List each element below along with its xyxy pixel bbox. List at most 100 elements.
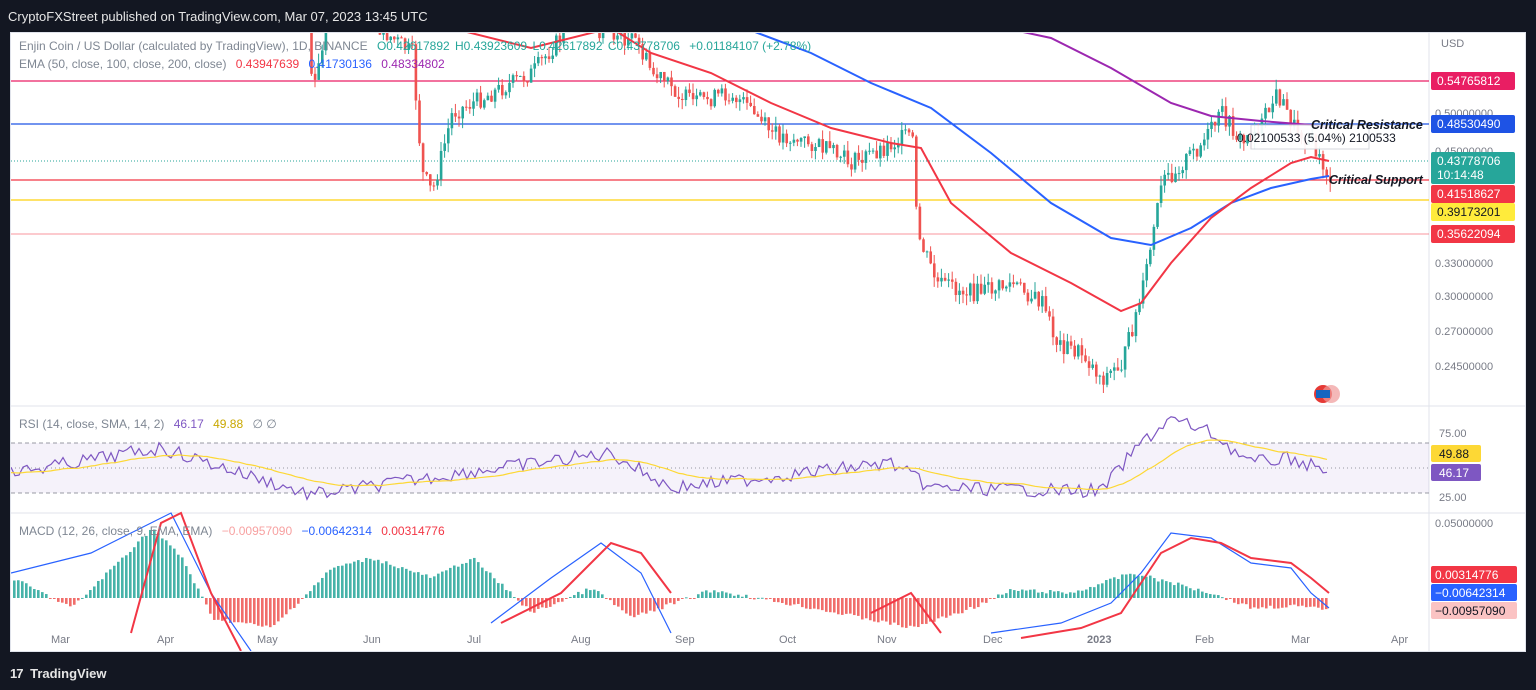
candle-body [1044, 296, 1048, 312]
macd-hist-bar [873, 598, 876, 622]
time-axis-label: Feb [1195, 634, 1214, 646]
chart-svg[interactable]: 0.02100533 (5.04%) 2100533 Critical Resi… [10, 22, 1525, 652]
candle-body [882, 145, 886, 156]
macd-hist-bar [609, 598, 612, 601]
macd-badge [1431, 602, 1517, 619]
candle-body [612, 33, 616, 40]
macd-hist-bar [1089, 586, 1092, 598]
candle-body [634, 33, 637, 38]
rsi-scale: 75.00 25.00 49.88 46.17 [1431, 428, 1481, 504]
macd-hist-bar [385, 561, 388, 598]
candle-body [1062, 340, 1066, 355]
candle-body [389, 36, 392, 41]
candle-body [713, 89, 716, 107]
macd-hist-bar [521, 598, 524, 606]
macd-hist-bar [525, 598, 528, 607]
macd-hist-bar [913, 598, 916, 627]
macd-hist-bar [301, 598, 304, 599]
candle-body [641, 43, 644, 60]
macd-hist-bar [945, 598, 948, 618]
macd-hist-bar [473, 557, 476, 598]
macd-hist-bar [13, 580, 16, 598]
macd-hist-bar [413, 572, 416, 598]
candle-body [972, 283, 976, 302]
candle-body [954, 281, 958, 296]
price-badges: 0.54765812 0.48530490 0.43778706 0.41518627… [1431, 72, 1515, 243]
macd-hist-bar [1229, 598, 1232, 599]
candle-body [1271, 103, 1274, 113]
macd-hist-bar [881, 598, 884, 621]
macd-hist-bar [1101, 583, 1104, 598]
macd-hist-bar [357, 560, 360, 598]
candle-body [961, 290, 965, 295]
macd-hist-bar [1293, 598, 1296, 605]
macd-hist-bar [977, 598, 980, 608]
macd-hist-bar [1073, 592, 1076, 598]
candle-body [418, 100, 421, 144]
candle-body [486, 95, 490, 101]
macd-hist-bar [489, 572, 492, 598]
legend-rsi-label: RSI (14, close, SMA, 14, 2) [19, 417, 165, 431]
macd-hist-bar [513, 597, 516, 599]
macd-hist-bar [73, 598, 76, 605]
macd-hist-bar [1257, 598, 1260, 609]
candle-body [767, 117, 770, 131]
macd-hist-bar [365, 557, 368, 598]
macd-hist-bar [717, 592, 720, 598]
tradingview-logo[interactable]: 17 TradingView [10, 666, 106, 681]
macd-hist-bar [625, 598, 628, 614]
macd-hist-bar [677, 598, 680, 601]
macd-hist-bar [1065, 593, 1068, 598]
macd-hist-bar [765, 598, 768, 600]
macd-hist-bar [593, 589, 596, 598]
price-badge-label: 0.35622094 [1437, 227, 1501, 241]
legend-ema-label: EMA (50, close, 100, close, 200, close) [19, 57, 227, 71]
macd-hist-bar [1057, 591, 1060, 598]
candle-body [1318, 154, 1321, 157]
candle-body [393, 36, 396, 40]
macd-hist-bar [905, 598, 908, 628]
macd-hist-bar [749, 598, 752, 599]
macd-hist-bar [425, 574, 428, 598]
macd-hist-bar [869, 598, 872, 621]
candle-body [821, 139, 824, 153]
time-axis-label: 2023 [1087, 634, 1111, 646]
macd-hist-bar [57, 598, 60, 602]
tradingview-logo-icon: 17 [10, 666, 24, 681]
macd-badge [1431, 566, 1517, 583]
macd-hist-bar [725, 592, 728, 598]
macd-scale: 0.05000000 0.00314776 −0.00642314 −0.009570… [1431, 518, 1517, 619]
macd-hist-bar [741, 596, 744, 598]
macd-hist-bar [81, 597, 84, 599]
candle-body [843, 150, 846, 157]
macd-hist-bar [581, 594, 584, 598]
candle-body [936, 277, 940, 282]
chart-frame[interactable]: 0.02100533 (5.04%) 2100533 Critical Resi… [10, 22, 1526, 652]
candle-body [515, 75, 518, 77]
macd-hist-bar [901, 598, 904, 628]
time-axis-label: Dec [983, 634, 1003, 646]
price-badge-red [1431, 225, 1515, 243]
macd-hist-bar [101, 579, 104, 598]
candle-body [663, 71, 666, 82]
macd-hist-bar [33, 589, 36, 598]
candle-body [1023, 282, 1026, 293]
macd-hist-bar [861, 598, 864, 620]
macd-hist-bar [1253, 598, 1256, 608]
candle-body [623, 33, 626, 46]
candle-body [659, 71, 662, 79]
candle-body [1181, 170, 1184, 174]
candle-body [598, 33, 601, 39]
macd-hist-bar [605, 598, 608, 599]
price-tick-label: 0.27000000 [1435, 326, 1493, 338]
macd-hist-bar [373, 560, 376, 598]
macd-hist-bar [961, 598, 964, 614]
macd-hist-bar [933, 598, 936, 622]
legend-rsi-extra: ∅ ∅ [252, 417, 277, 431]
candle-body [789, 142, 792, 144]
candle-body [1012, 282, 1015, 285]
macd-hist-bar [813, 598, 816, 609]
candle-body [493, 89, 497, 102]
price-scale-currency: USD [1441, 38, 1464, 50]
candle-body [915, 136, 918, 207]
